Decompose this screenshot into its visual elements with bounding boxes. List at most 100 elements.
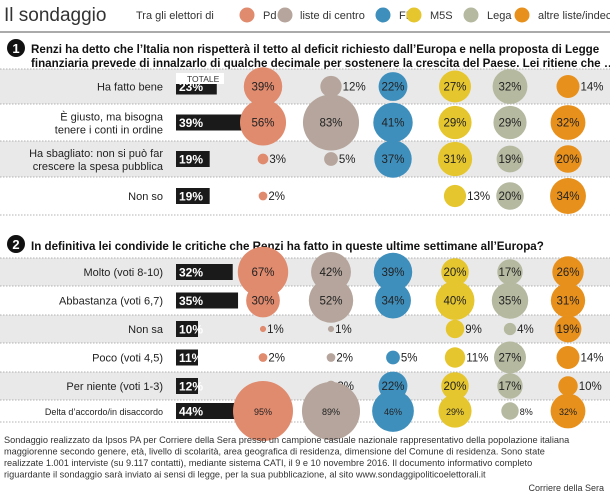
total-header: TOTALE [187,74,220,84]
legend-swatch [514,7,530,23]
total-bar [176,114,246,131]
footer-note: Sondaggio realizzato da Ipsos PA per Cor… [4,435,570,445]
data-label: 20% [443,267,466,279]
data-bubble [375,282,411,319]
data-bubble [233,381,293,441]
data-label: 32% [556,118,579,130]
data-bubble [308,278,354,323]
data-label: 1% [335,324,352,336]
data-bubble [497,259,523,285]
data-bubble [491,282,529,319]
legend-label: Pd [263,10,276,22]
data-label: 20% [556,154,579,166]
row-label: È giusto, ma bisogna [60,111,164,124]
total-value: 19% [179,190,203,204]
data-label: 22% [381,82,404,94]
data-bubble [550,105,586,140]
data-bubble [439,70,471,103]
data-label: 11% [466,353,488,365]
data-label: 41% [381,118,404,130]
total-value: 32% [179,266,203,280]
data-label: 2% [336,353,353,365]
data-label: 37% [381,154,404,166]
row-label: Abbastanza (voti 6,7) [59,296,163,308]
data-label: 19% [556,324,579,336]
data-label: 46% [384,407,402,417]
data-label: 4% [517,324,534,336]
question-number-badge [7,39,25,57]
data-label: 2% [268,353,285,365]
source-credit: Corriere della Sera [528,483,604,493]
data-label: 27% [443,82,466,94]
legend-label: M5S [430,10,453,22]
data-label: 19% [498,154,521,166]
row-label: Per niente (voti 1-3) [66,381,163,393]
question-text: In definitiva lei condivide le critiche … [31,240,544,253]
data-label: 31% [556,296,579,308]
legend-intro: Tra gli elettori di [136,10,214,22]
data-bubble [556,345,580,370]
total-bar [176,151,210,167]
question-text: Renzi ha detto che l’Italia non rispette… [31,43,600,56]
data-bubble [550,178,586,214]
data-label: 30% [251,296,274,308]
data-label: 32% [498,82,521,94]
data-label: 26% [556,267,579,279]
data-bubble [257,153,269,165]
legend-label: Lega [487,10,512,22]
row-label: crescere la spesa pubblica [33,161,164,173]
data-bubble [556,74,580,99]
data-bubble [558,376,578,396]
footer-note: realizzate 1.001 interviste (su 9.117 co… [4,458,532,468]
data-label: 1% [267,324,284,336]
data-bubble [237,246,289,298]
data-bubble [259,325,267,333]
data-bubble [435,281,475,320]
data-label: 12% [343,82,366,94]
data-bubble [326,353,336,362]
data-bubble [258,353,268,362]
total-bar [176,264,233,280]
data-label: 5% [401,353,418,365]
legend-swatch [375,7,391,23]
data-bubble [438,105,472,140]
data-label: 5% [339,154,356,166]
data-bubble [496,182,524,210]
question-number-badge [7,235,25,253]
data-bubble [320,75,342,98]
data-bubble [493,105,527,140]
data-label: 10% [579,381,602,393]
total-value: 10% [179,323,203,337]
data-bubble [386,350,400,365]
total-value: 11% [179,351,203,365]
data-label: 35% [498,296,521,308]
data-label: 52% [319,296,342,308]
row-label: tenere i conti in ordine [55,125,163,137]
data-label: 39% [251,82,274,94]
data-bubble [438,394,472,428]
data-bubble [501,402,519,420]
row-label: Non sa [128,324,164,336]
data-label: 56% [251,118,274,130]
data-label: 17% [498,267,521,279]
data-label: 32% [559,407,577,417]
data-label: 27% [498,353,521,365]
total-bar [176,349,198,366]
legend-swatch [239,7,255,23]
data-bubble [441,258,469,286]
legend-label: liste di centro [300,10,365,22]
data-bubble [445,319,465,339]
data-label: 14% [581,353,604,365]
data-label: 42% [319,267,342,279]
data-bubble [554,315,582,343]
total-bar [176,292,239,309]
legend-swatch [463,7,479,23]
data-label: 29% [446,407,464,417]
row-label: Non so [128,191,163,203]
data-label: 14% [581,82,604,94]
legend-swatch [277,7,293,23]
data-bubble [492,69,528,104]
data-label: 22% [381,381,404,393]
total-value: 19% [179,153,203,167]
row-label: Ha sbagliato: non si può far [29,148,163,160]
